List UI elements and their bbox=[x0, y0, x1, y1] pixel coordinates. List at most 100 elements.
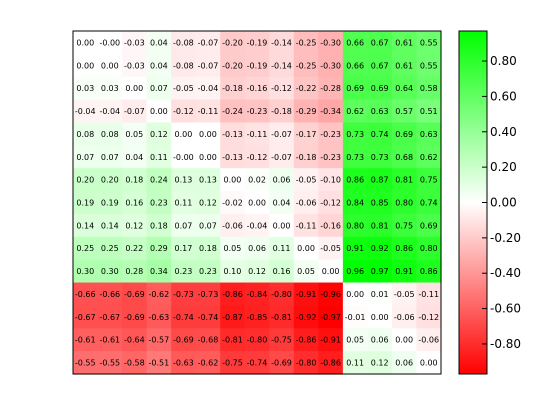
cell-value-label: 0.05 bbox=[346, 336, 364, 345]
cell-value-label: -0.84 bbox=[247, 290, 268, 299]
cell-value-label: 0.84 bbox=[346, 199, 364, 208]
cell-value-label: 0.63 bbox=[420, 130, 438, 139]
heatmap-cell bbox=[220, 282, 246, 306]
cell-value-label: 0.62 bbox=[346, 107, 364, 116]
heatmap-cell bbox=[122, 53, 148, 78]
heatmap-cell bbox=[220, 31, 246, 55]
heatmap-cell bbox=[122, 145, 148, 169]
cell-value-label: -0.04 bbox=[198, 84, 219, 93]
heatmap-cell bbox=[220, 122, 246, 146]
cell-value-label: -0.69 bbox=[124, 290, 145, 299]
cell-value-label: 0.03 bbox=[101, 84, 119, 93]
cell-value-label: 0.80 bbox=[395, 199, 413, 208]
heatmap-cell bbox=[367, 351, 393, 375]
heatmap-cell bbox=[342, 305, 368, 329]
heatmap-cell bbox=[195, 31, 221, 55]
cell-value-label: 0.07 bbox=[76, 153, 94, 162]
heatmap-cell bbox=[244, 236, 270, 261]
cell-value-label: -0.66 bbox=[75, 290, 96, 299]
cell-value-label: -0.91 bbox=[296, 290, 317, 299]
heatmap-cell bbox=[293, 236, 319, 261]
cell-value-label: 0.00 bbox=[76, 38, 94, 47]
heatmap-cell bbox=[293, 351, 319, 375]
colorbar-tick-label: -0.40 bbox=[490, 266, 521, 280]
heatmap-cell bbox=[342, 122, 368, 146]
cell-value-label: 0.12 bbox=[371, 359, 389, 368]
colorbar-tick-label: 0.20 bbox=[490, 160, 517, 174]
heatmap-cell bbox=[293, 328, 319, 352]
heatmap-cell bbox=[97, 259, 123, 284]
cell-value-label: -0.66 bbox=[99, 290, 120, 299]
heatmap-cell bbox=[416, 305, 442, 329]
cell-value-label: -0.61 bbox=[99, 336, 120, 345]
heatmap-cell bbox=[342, 282, 368, 306]
heatmap-cell bbox=[342, 99, 368, 124]
heatmap-cell bbox=[416, 259, 442, 284]
cell-value-label: -0.20 bbox=[222, 38, 243, 47]
cell-value-label: -0.24 bbox=[222, 107, 243, 116]
heatmap-cell bbox=[293, 31, 319, 55]
heatmap-cell bbox=[244, 145, 270, 169]
heatmap-cell bbox=[367, 259, 393, 284]
heatmap-cell bbox=[367, 213, 393, 238]
cell-value-label: 0.00 bbox=[346, 290, 364, 299]
heatmap-cell bbox=[367, 168, 393, 192]
heatmap-cell bbox=[171, 236, 197, 261]
heatmap-cell bbox=[342, 76, 368, 101]
heatmap-cell bbox=[318, 213, 344, 238]
heatmap-cell bbox=[97, 191, 123, 215]
cell-value-label: -0.11 bbox=[296, 221, 317, 230]
heatmap-cell bbox=[73, 53, 99, 78]
cell-value-label: -0.14 bbox=[271, 38, 292, 47]
heatmap-cell bbox=[146, 351, 172, 375]
cell-value-label: -0.69 bbox=[173, 336, 194, 345]
cell-value-label: 0.06 bbox=[248, 244, 266, 253]
colorbar-tick-label: 0.40 bbox=[490, 125, 517, 139]
cell-value-label: -0.62 bbox=[149, 290, 170, 299]
heatmap-cell bbox=[220, 259, 246, 284]
heatmap-cell bbox=[342, 213, 368, 238]
heatmap-cell bbox=[269, 191, 295, 215]
cell-value-label: 0.55 bbox=[420, 38, 438, 47]
cell-value-label: 0.74 bbox=[371, 130, 389, 139]
cell-value-label: -0.08 bbox=[173, 61, 194, 70]
heatmap-cell bbox=[367, 31, 393, 55]
heatmap-cell bbox=[195, 259, 221, 284]
cell-value-label: -0.86 bbox=[320, 359, 341, 368]
heatmap-cell bbox=[318, 282, 344, 306]
heatmap-cell bbox=[195, 168, 221, 192]
heatmap-cell bbox=[73, 305, 99, 329]
heatmap-cell bbox=[73, 328, 99, 352]
heatmap-cell bbox=[122, 328, 148, 352]
heatmap-cell bbox=[122, 351, 148, 375]
cell-value-label: 0.11 bbox=[174, 199, 192, 208]
cell-value-label: 0.01 bbox=[371, 290, 389, 299]
cell-value-label: 0.18 bbox=[125, 176, 143, 185]
heatmap-cell bbox=[269, 53, 295, 78]
cell-value-label: 0.16 bbox=[125, 199, 143, 208]
cell-value-label: -0.30 bbox=[320, 61, 341, 70]
heatmap-cell bbox=[416, 99, 442, 124]
heatmap-cell bbox=[342, 168, 368, 192]
cell-value-label: 0.61 bbox=[395, 38, 413, 47]
heatmap-cell bbox=[171, 328, 197, 352]
heatmap-cell bbox=[269, 236, 295, 261]
cell-value-label: 0.11 bbox=[346, 359, 364, 368]
cell-value-label: -0.25 bbox=[296, 61, 317, 70]
heatmap-cell bbox=[122, 191, 148, 215]
heatmap-cell bbox=[171, 122, 197, 146]
heatmap-cell bbox=[269, 168, 295, 192]
heatmap-cell bbox=[342, 351, 368, 375]
cell-value-label: -0.17 bbox=[296, 130, 317, 139]
heatmap-cell bbox=[391, 76, 418, 101]
cell-value-label: 0.73 bbox=[371, 153, 389, 162]
heatmap-cell bbox=[122, 76, 148, 101]
heatmap-cell bbox=[416, 328, 442, 352]
cell-value-label: -0.81 bbox=[222, 336, 243, 345]
heatmap-cell bbox=[416, 351, 442, 375]
heatmap-cell bbox=[342, 236, 368, 261]
heatmap-cell bbox=[269, 351, 295, 375]
heatmap-cell bbox=[244, 191, 270, 215]
cell-value-label: -0.92 bbox=[296, 313, 317, 322]
heatmap-cell bbox=[367, 122, 393, 146]
